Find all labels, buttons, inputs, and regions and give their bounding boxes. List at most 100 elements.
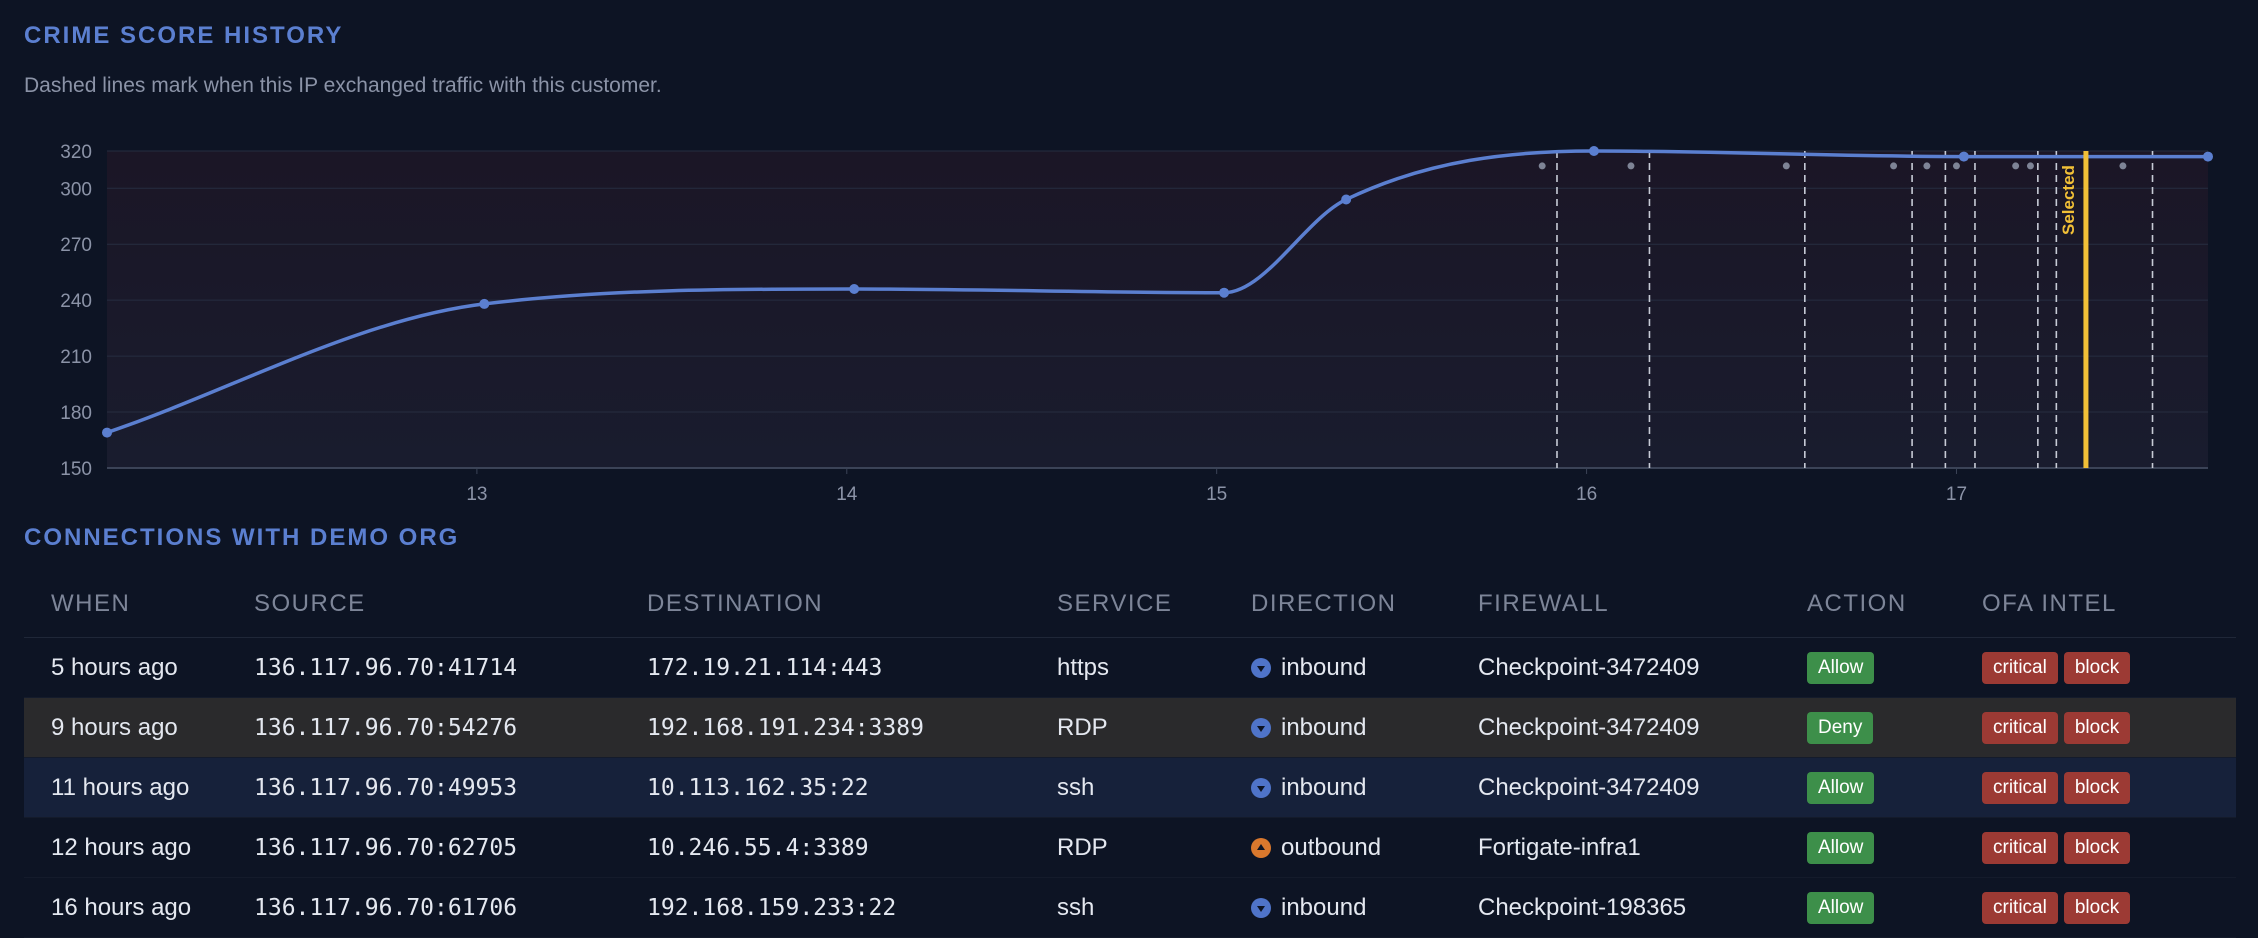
y-tick-label: 240: [60, 291, 92, 312]
table-row[interactable]: 5 hours ago 136.117.96.70:41714 172.19.2…: [24, 637, 2236, 698]
intel-badge-block: block: [2063, 651, 2131, 684]
data-point: [1588, 146, 1599, 156]
data-point: [479, 298, 490, 309]
x-tick-label: 15: [1206, 484, 1227, 500]
column-header-service[interactable]: SERVICE: [1057, 570, 1251, 638]
cell-action: Allow: [1807, 817, 1982, 878]
intel-badge-critical: critical: [1982, 891, 2058, 924]
data-point: [849, 283, 860, 294]
table-row[interactable]: 9 hours ago 136.117.96.70:54276 192.168.…: [24, 697, 2236, 758]
direction-label: inbound: [1281, 713, 1367, 741]
intel-badge-block: block: [2063, 831, 2131, 864]
cell-action: Allow: [1807, 877, 1982, 938]
traffic-marker: [1952, 162, 1960, 170]
cell-ofa-intel: critical block: [1982, 757, 2236, 818]
inbound-arrow-icon: [1251, 717, 1271, 738]
cell-destination: 10.246.55.4:3389: [647, 817, 1057, 878]
inbound-arrow-icon: [1251, 897, 1271, 918]
cell-action: Allow: [1807, 757, 1982, 818]
connections-table: WHEN SOURCE DESTINATION SERVICE DIRECTIO…: [24, 570, 2236, 938]
action-badge: Allow: [1807, 831, 1875, 864]
cell-source: 136.117.96.70:61706: [254, 877, 647, 938]
crime-score-chart[interactable]: 150 180 210 240 270 300 320 13 14 15 16 17 Selected: [0, 120, 2258, 500]
direction-label: inbound: [1281, 653, 1367, 681]
intel-badge-critical: critical: [1982, 651, 2058, 684]
cell-service: https: [1057, 637, 1251, 698]
cell-firewall: Checkpoint-3472409: [1478, 757, 1807, 818]
y-tick-label: 150: [60, 459, 92, 480]
selected-label: Selected: [2059, 165, 2078, 235]
table-header-row: WHEN SOURCE DESTINATION SERVICE DIRECTIO…: [24, 570, 2236, 638]
data-point: [1341, 194, 1352, 205]
cell-source: 136.117.96.70:41714: [254, 637, 647, 698]
data-point: [1219, 287, 1230, 298]
intel-badge-block: block: [2063, 891, 2131, 924]
cell-service: RDP: [1057, 697, 1251, 758]
column-header-ofa-intel[interactable]: OFA INTEL: [1982, 570, 2236, 638]
cell-source: 136.117.96.70:62705: [254, 817, 647, 878]
cell-when: 12 hours ago: [24, 817, 254, 878]
cell-service: ssh: [1057, 877, 1251, 938]
cell-when: 16 hours ago: [24, 877, 254, 938]
traffic-marker: [1923, 162, 1931, 170]
cell-service: ssh: [1057, 757, 1251, 818]
direction-label: inbound: [1281, 773, 1367, 801]
column-header-source[interactable]: SOURCE: [254, 570, 647, 638]
cell-ofa-intel: critical block: [1982, 877, 2236, 938]
cell-direction: inbound: [1251, 757, 1478, 818]
traffic-marker: [2119, 162, 2127, 170]
y-tick-label: 210: [60, 347, 92, 368]
cell-when: 5 hours ago: [24, 637, 254, 698]
cell-destination: 172.19.21.114:443: [647, 637, 1057, 698]
connections-section-title: CONNECTIONS WITH DEMO ORG: [24, 524, 460, 551]
cell-destination: 10.113.162.35:22: [647, 757, 1057, 818]
traffic-marker: [1538, 162, 1546, 170]
x-tick-label: 17: [1946, 484, 1967, 500]
data-point: [102, 427, 112, 438]
inbound-arrow-icon: [1251, 657, 1271, 678]
cell-destination: 192.168.191.234:3389: [647, 697, 1057, 758]
action-badge: Deny: [1807, 711, 1874, 744]
chart-section-title: CRIME SCORE HISTORY: [24, 22, 344, 49]
intel-badge-critical: critical: [1982, 711, 2058, 744]
data-point: [1958, 151, 1969, 162]
table-row[interactable]: 11 hours ago 136.117.96.70:49953 10.113.…: [24, 757, 2236, 818]
column-header-action[interactable]: ACTION: [1807, 570, 1982, 638]
action-badge: Allow: [1807, 891, 1875, 924]
intel-badge-block: block: [2063, 711, 2131, 744]
cell-firewall: Checkpoint-198365: [1478, 877, 1807, 938]
cell-firewall: Checkpoint-3472409: [1478, 637, 1807, 698]
table-row[interactable]: 12 hours ago 136.117.96.70:62705 10.246.…: [24, 817, 2236, 878]
traffic-marker: [1890, 162, 1898, 170]
x-tick-label: 13: [466, 484, 487, 500]
traffic-marker: [2012, 162, 2020, 170]
cell-ofa-intel: critical block: [1982, 697, 2236, 758]
chart-subtitle: Dashed lines mark when this IP exchanged…: [24, 74, 662, 97]
table-row[interactable]: 16 hours ago 136.117.96.70:61706 192.168…: [24, 877, 2236, 938]
direction-label: outbound: [1281, 833, 1382, 861]
cell-source: 136.117.96.70:49953: [254, 757, 647, 818]
data-point: [2203, 151, 2213, 162]
cell-when: 11 hours ago: [24, 757, 254, 818]
cell-firewall: Checkpoint-3472409: [1478, 697, 1807, 758]
y-tick-label: 180: [60, 403, 92, 424]
traffic-marker: [1782, 162, 1790, 170]
column-header-when[interactable]: WHEN: [24, 570, 254, 638]
cell-service: RDP: [1057, 817, 1251, 878]
action-badge: Allow: [1807, 771, 1875, 804]
cell-action: Deny: [1807, 697, 1982, 758]
x-tick-label: 14: [836, 484, 858, 500]
cell-destination: 192.168.159.233:22: [647, 877, 1057, 938]
cell-ofa-intel: critical block: [1982, 817, 2236, 878]
column-header-firewall[interactable]: FIREWALL: [1478, 570, 1807, 638]
inbound-arrow-icon: [1251, 777, 1271, 798]
cell-ofa-intel: critical block: [1982, 637, 2236, 698]
column-header-destination[interactable]: DESTINATION: [647, 570, 1057, 638]
column-header-direction[interactable]: DIRECTION: [1251, 570, 1478, 638]
outbound-arrow-icon: [1251, 837, 1271, 858]
cell-action: Allow: [1807, 637, 1982, 698]
direction-label: inbound: [1281, 893, 1367, 921]
traffic-marker: [1627, 162, 1635, 170]
y-tick-label: 320: [60, 142, 92, 163]
intel-badge-critical: critical: [1982, 831, 2058, 864]
